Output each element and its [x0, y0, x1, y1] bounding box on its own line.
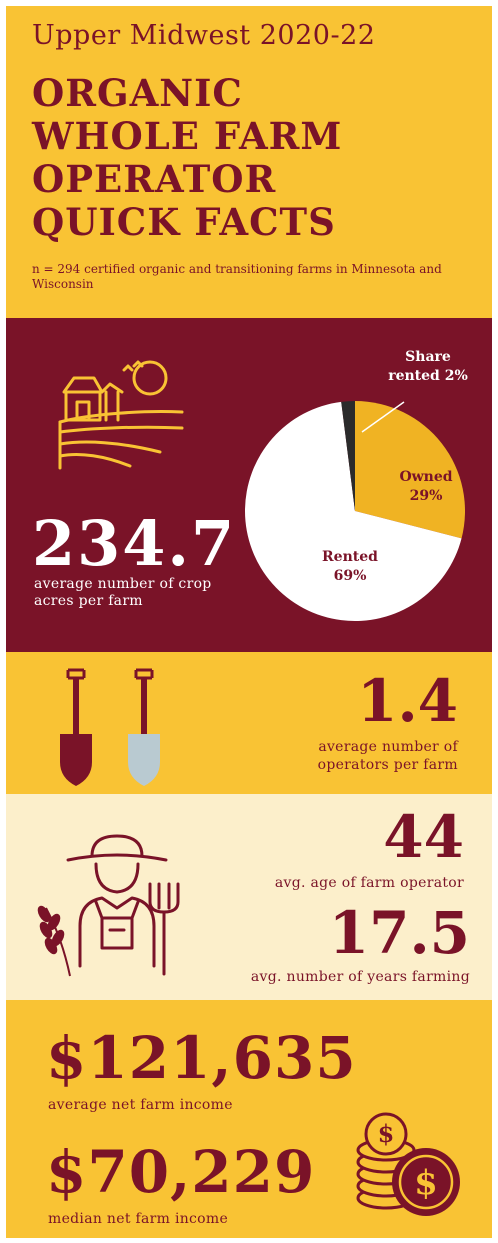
pie-slice-owned: [355, 401, 465, 539]
title-line: QUICK FACTS: [32, 200, 336, 244]
years-value: 17.5: [328, 899, 470, 967]
median-income-label: median net farm income: [48, 1211, 229, 1227]
shovel-icon: [60, 668, 92, 786]
operators-label: average number of operators per farm: [317, 739, 458, 773]
acres-label: average number of crop acres per farm: [34, 576, 212, 609]
svg-text:$: $: [414, 1163, 438, 1203]
svg-text:$: $: [378, 1119, 395, 1148]
acres-section: Share rented 2% Owned 29% Rented 69% 234…: [6, 318, 492, 652]
farm-landscape-icon: [58, 360, 184, 470]
operator-profile-section: 44 avg. age of farm operator 17.5 avg. n…: [6, 794, 492, 1000]
age-value: 44: [383, 803, 464, 871]
age-label: avg. age of farm operator: [274, 875, 464, 891]
wheat-icon: [37, 905, 71, 977]
infographic: Upper Midwest 2020-22 ORGANIC WHOLE FARM…: [6, 6, 492, 1238]
pie-label-share-name: Share: [405, 349, 451, 365]
shovel-icon: [128, 668, 160, 786]
region-title: Upper Midwest 2020-22: [32, 20, 376, 51]
tenure-pie-chart: [244, 401, 465, 621]
acres-value: 234.7: [32, 507, 237, 580]
pie-label-rented: Rented 69%: [310, 548, 390, 586]
income-section: $121,635 average net farm income $70,229…: [6, 1000, 492, 1238]
years-label: avg. number of years farming: [250, 969, 470, 985]
pie-label-owned: Owned 29%: [386, 468, 466, 506]
pie-label-leader-line: [361, 401, 405, 433]
title-line: OPERATOR: [32, 157, 277, 201]
pie-slice-rented: [244, 401, 462, 621]
sample-note: n = 294 certified organic and transition…: [32, 262, 442, 291]
pitchfork-icon: [148, 882, 180, 976]
operators-value: 1.4: [357, 667, 458, 735]
pie-label-share: Share rented 2%: [378, 348, 478, 386]
pie-label-rented-value: 69%: [333, 568, 367, 584]
pie-slice-share-rented: [341, 401, 355, 511]
title-line: WHOLE FARM: [32, 114, 343, 158]
pie-label-owned-value: 29%: [409, 488, 443, 504]
median-income-value: $70,229: [46, 1138, 316, 1206]
pie-label-rented-name: Rented: [322, 549, 378, 565]
title-line: ORGANIC: [32, 71, 243, 115]
farmer-icon: [66, 834, 168, 968]
header-section: Upper Midwest 2020-22 ORGANIC WHOLE FARM…: [6, 6, 492, 318]
pie-label-owned-name: Owned: [399, 469, 453, 485]
operators-section: 1.4 average number of operators per farm: [6, 652, 492, 794]
pie-label-share-value: rented 2%: [388, 368, 468, 384]
coins-icon: $ $: [356, 1112, 460, 1216]
average-income-label: average net farm income: [48, 1097, 233, 1113]
main-title: ORGANIC WHOLE FARM OPERATOR QUICK FACTS: [32, 72, 342, 244]
average-income-value: $121,635: [46, 1024, 357, 1092]
